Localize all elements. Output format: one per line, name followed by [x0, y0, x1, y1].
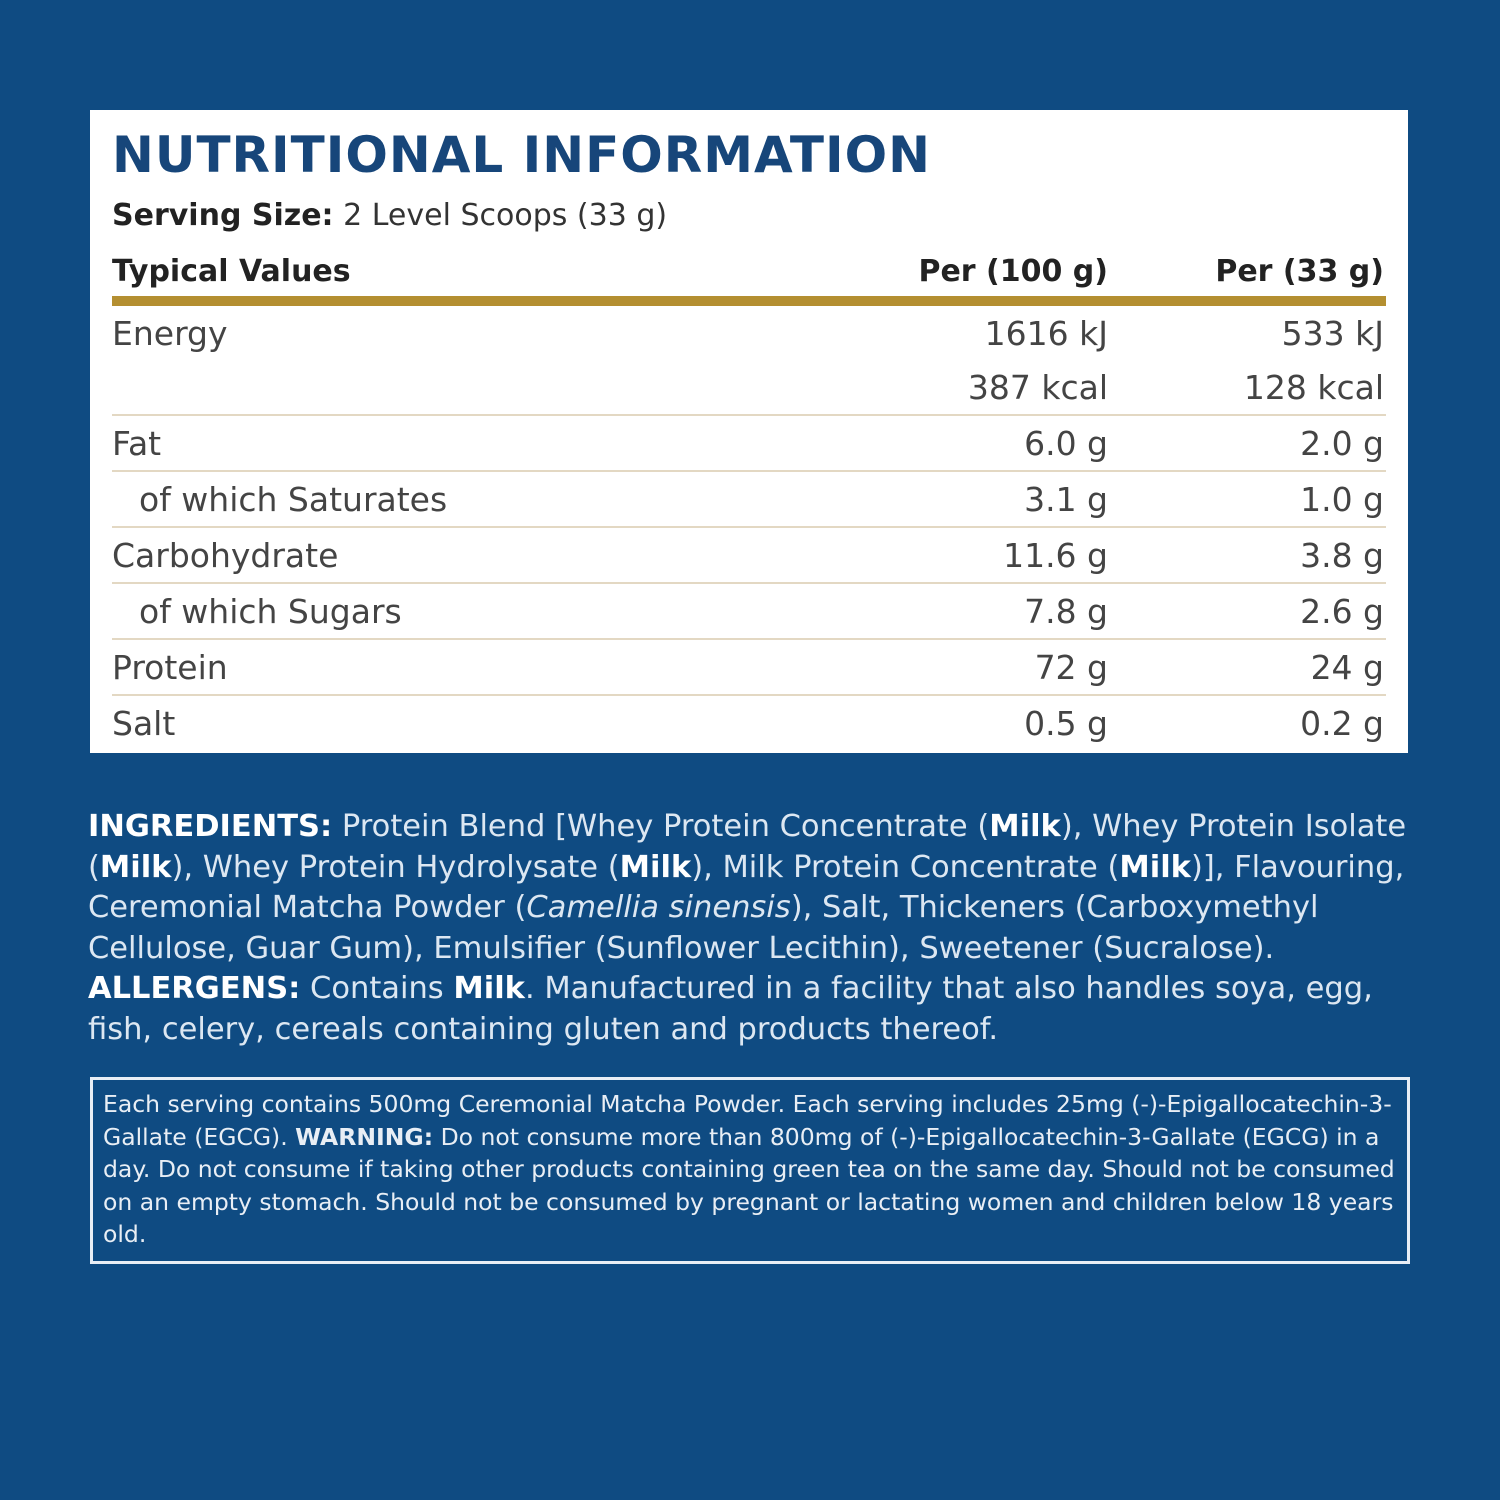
table-row: of which Sugars 7.8 g 2.6 g: [112, 584, 1386, 640]
cell: 11.6 g: [1003, 536, 1108, 575]
latin-name: Camellia sinensis: [526, 890, 791, 925]
header-cell: Per (33 g): [1215, 254, 1384, 289]
nutrition-panel: NUTRITIONAL INFORMATION Serving Size: 2 …: [90, 110, 1408, 753]
allergen: Milk: [619, 849, 692, 885]
text: ), Whey Protein Isolate (: [88, 809, 1407, 885]
cell: 1616 kJ: [984, 314, 1108, 353]
row-label: Carbohydrate: [112, 536, 339, 575]
allergen: Milk: [989, 809, 1061, 844]
table-row: Salt 0.5 g 0.2 g: [112, 696, 1386, 750]
allergen: Milk: [99, 849, 172, 885]
row-label: Energy: [112, 314, 228, 353]
row-label: Salt: [112, 704, 176, 743]
text: Each serving contains 500mg Ceremonial M…: [103, 1090, 1392, 1151]
serving-value: 2 Level Scoops (33 g): [343, 198, 668, 233]
cell: 3.1 g: [1024, 480, 1108, 519]
ingredients: INGREDIENTS: Protein Blend [Whey Protein…: [88, 807, 1418, 1050]
row-label: Fat: [112, 424, 162, 463]
text: . Manufactured in a facility that also h…: [88, 971, 1373, 1047]
cell: 128 kcal: [1243, 368, 1384, 407]
cell: 72 g: [1034, 648, 1108, 687]
text: ), Salt, Thickeners (Carboxymethyl Cellu…: [88, 890, 1319, 966]
label: INGREDIENTS:: [88, 809, 333, 844]
cell: 387 kcal: [967, 368, 1108, 407]
allergen: Milk: [1119, 849, 1191, 885]
text: )], Flavouring, Ceremonial Matcha Powder…: [88, 849, 1405, 926]
allergen: Milk: [453, 971, 525, 1006]
title: NUTRITIONAL INFORMATION: [112, 126, 931, 184]
header-cell: Per (100 g): [918, 254, 1108, 289]
cell: 2.0 g: [1300, 424, 1384, 463]
cell: 2.6 g: [1300, 592, 1384, 631]
table-header: Typical Values Per (100 g) Per (33 g): [112, 250, 1386, 306]
serving-size: Serving Size: 2 Level Scoops (33 g): [112, 198, 667, 233]
cell: 7.8 g: [1024, 592, 1108, 631]
cell: 1.0 g: [1300, 480, 1384, 519]
energy-row: Energy 1616 kJ 533 kJ 387 kcal 128 kcal: [112, 306, 1386, 416]
header-cell: Typical Values: [112, 254, 351, 289]
row-label: Protein: [112, 648, 228, 687]
cell: 3.8 g: [1300, 536, 1384, 575]
cell: 0.5 g: [1024, 704, 1108, 743]
table-row: of which Saturates 3.1 g 1.0 g: [112, 472, 1386, 528]
warning-box: Each serving contains 500mg Ceremonial M…: [90, 1077, 1410, 1264]
cell: 533 kJ: [1281, 314, 1384, 353]
cell: 24 g: [1310, 648, 1384, 687]
row-label: of which Sugars: [139, 592, 402, 631]
text: ), Whey Protein Hydrolysate (: [171, 849, 620, 885]
cell: 6.0 g: [1024, 424, 1108, 463]
text: Do not consume more than 800mg of (-)-Ep…: [103, 1122, 1395, 1249]
cell: 0.2 g: [1300, 704, 1384, 743]
table-row: Carbohydrate 11.6 g 3.8 g: [112, 528, 1386, 584]
text: ), Milk Protein Concentrate (: [691, 849, 1120, 885]
text: Protein Blend [Whey Protein Concentrate …: [332, 809, 990, 844]
label: WARNING:: [295, 1122, 434, 1151]
table-row: Protein 72 g 24 g: [112, 640, 1386, 696]
table-row: Fat 6.0 g 2.0 g: [112, 416, 1386, 472]
serving-label: Serving Size:: [112, 198, 334, 233]
text: Contains: [300, 971, 454, 1006]
nutrition-table: Typical Values Per (100 g) Per (33 g) En…: [112, 250, 1386, 750]
row-label: of which Saturates: [139, 480, 448, 519]
label: ALLERGENS:: [88, 971, 301, 1006]
